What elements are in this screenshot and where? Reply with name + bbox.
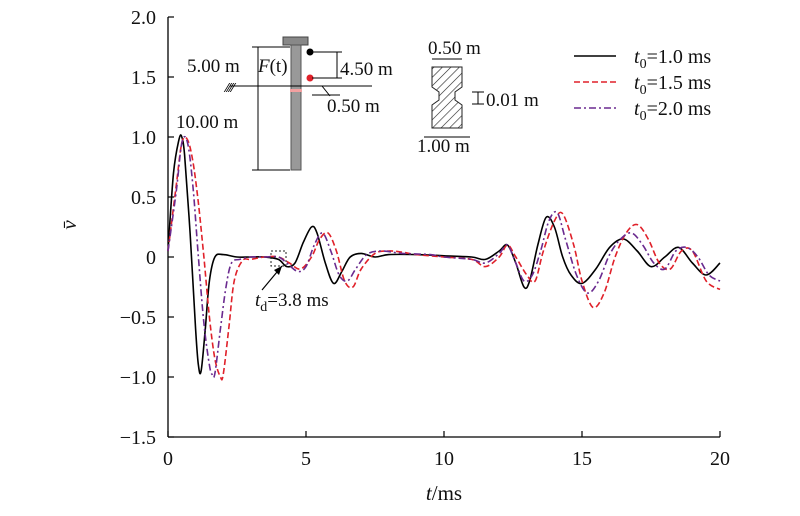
td-marker-box [270, 250, 287, 267]
legend: t0=1.0 ms t0=1.5 ms t0=2.0 ms [574, 46, 711, 124]
x-tick-label: 15 [572, 448, 592, 470]
series-group [167, 134, 721, 381]
dim-050-tick [321, 85, 331, 97]
legend-label-1: t0=1.0 ms [634, 46, 711, 72]
inset-diagram: ⁄⁄⁄⁄ 5.00 m F(t) 4.50 m 0.50 m 10.00 m 0… [176, 36, 539, 171]
pile-cross-mark [290, 89, 302, 92]
y-tick-label: 0 [146, 247, 156, 269]
pile-shaft [290, 44, 302, 171]
y-ticks: −1.5 −1.0 −0.5 0 0.5 1.0 1.5 2.0 [120, 7, 174, 449]
x-axis-title: t/ms [426, 481, 462, 505]
x-tick-label: 10 [434, 448, 454, 470]
td-annotation: td=3.8 ms [255, 250, 329, 315]
x-ticks: 0 5 10 15 20 [163, 431, 730, 470]
dim-5m-label: 5.00 m [187, 56, 240, 77]
x-tick-label: 5 [301, 448, 311, 470]
series-line-2 [167, 136, 721, 381]
dim-001-label: 0.01 m [486, 90, 539, 111]
series-line-1 [167, 134, 721, 375]
legend-label-3: t0=2.0 ms [634, 98, 711, 124]
cross-section [431, 66, 463, 129]
td-label: td=3.8 ms [255, 290, 329, 315]
dim-10m-label: 10.00 m [176, 112, 239, 133]
x-axis-title-unit: /ms [432, 481, 462, 505]
force-label: F(t) [257, 56, 288, 77]
x-tick-label: 0 [163, 448, 173, 470]
y-axis-title: v̄ [57, 220, 81, 230]
y-tick-label: 2.0 [131, 7, 156, 29]
x-tick-label: 20 [710, 448, 730, 470]
y-tick-label: 1.0 [131, 127, 156, 149]
ground-hatch: ⁄⁄⁄⁄ [223, 81, 237, 95]
pile-cap [282, 36, 309, 46]
legend-label-2: t0=1.5 ms [634, 72, 711, 98]
y-tick-label: 1.5 [131, 67, 156, 89]
dim-050-top-label: 0.50 m [428, 38, 481, 59]
dim-050-low-label: 0.50 m [327, 96, 380, 117]
y-tick-label: 0.5 [131, 187, 156, 209]
td-arrowhead [274, 266, 282, 275]
dim-100-label: 1.00 m [417, 136, 470, 157]
dim-450-label: 4.50 m [340, 59, 393, 80]
sensor-point [306, 74, 314, 82]
y-tick-label: −1.5 [120, 427, 156, 449]
y-tick-label: −0.5 [120, 307, 156, 329]
force-point [306, 48, 314, 56]
y-tick-label: −1.0 [120, 367, 156, 389]
series-line-3 [167, 135, 721, 379]
x-axis-title-var: t [426, 481, 433, 505]
